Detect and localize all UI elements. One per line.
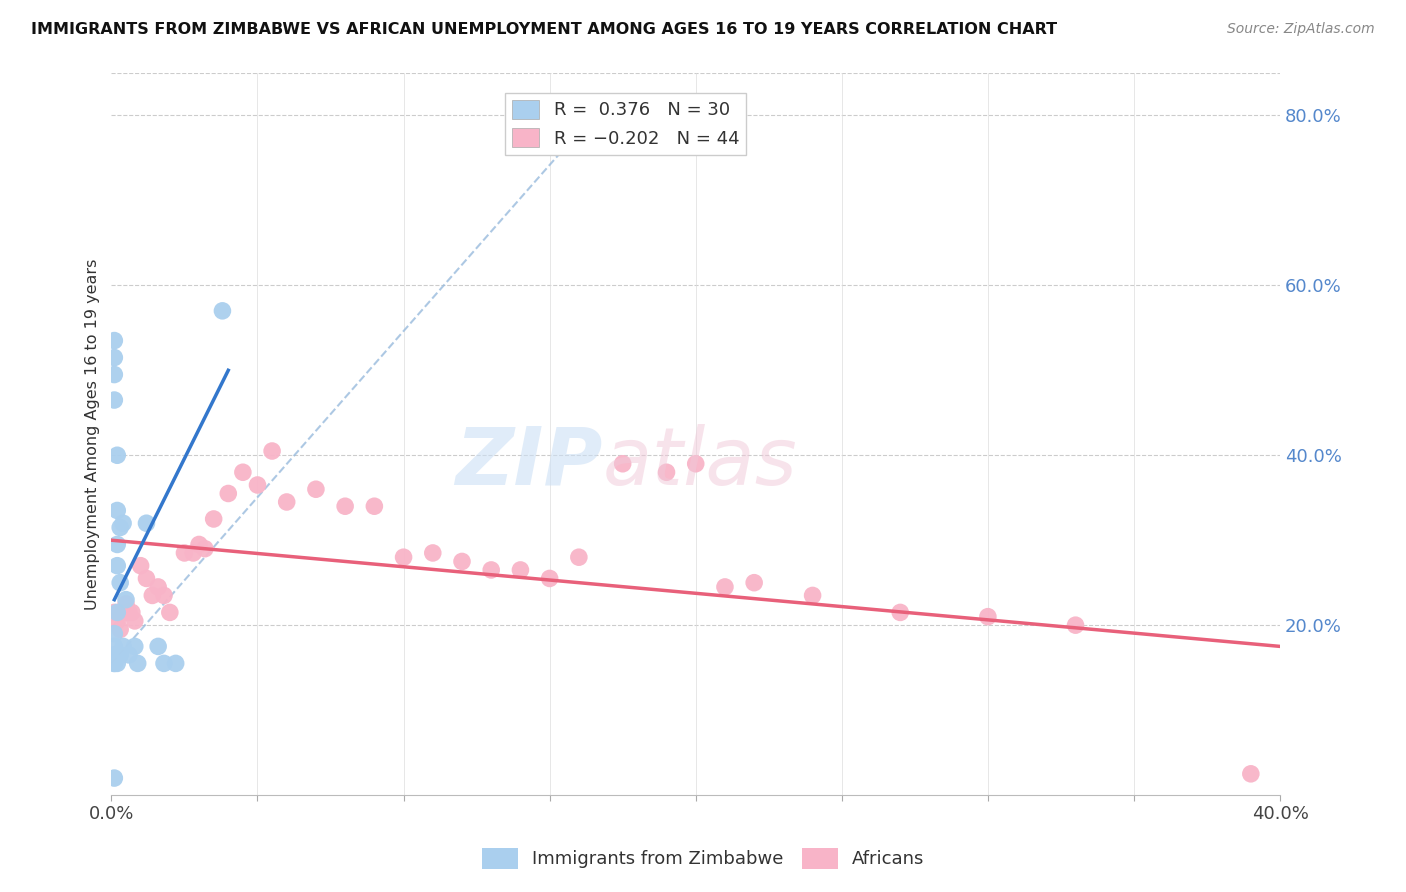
Point: [112, 516, 135, 531]
Y-axis label: Unemployment Among Ages 16 to 19 years: Unemployment Among Ages 16 to 19 years: [86, 259, 100, 610]
Point: [105, 537, 128, 551]
Point: [153, 657, 176, 671]
Point: [115, 592, 138, 607]
Point: [194, 541, 217, 556]
Point: [118, 606, 141, 620]
Point: [146, 580, 169, 594]
Point: [262, 444, 284, 458]
Point: [742, 575, 765, 590]
Point: [655, 465, 678, 479]
Point: [103, 640, 125, 654]
Point: [124, 640, 146, 654]
Point: [188, 537, 211, 551]
Point: [127, 657, 149, 671]
Point: [121, 606, 143, 620]
Point: [612, 457, 634, 471]
Text: ZIP: ZIP: [456, 424, 602, 502]
Point: [1240, 767, 1263, 781]
Point: [146, 640, 169, 654]
Point: [211, 303, 233, 318]
Point: [509, 563, 531, 577]
Point: [977, 609, 1000, 624]
Point: [124, 614, 146, 628]
Point: [217, 486, 239, 500]
Point: [153, 589, 176, 603]
Point: [685, 457, 707, 471]
Point: [889, 606, 911, 620]
Point: [103, 648, 125, 662]
Point: [165, 657, 187, 671]
Point: [108, 623, 131, 637]
Point: [105, 558, 128, 573]
Point: [1064, 618, 1087, 632]
Point: [105, 657, 128, 671]
Point: [246, 478, 269, 492]
Point: [103, 606, 125, 620]
Legend: Immigrants from Zimbabwe, Africans: Immigrants from Zimbabwe, Africans: [474, 840, 932, 876]
Point: [479, 563, 502, 577]
Point: [135, 516, 157, 531]
Point: [451, 554, 474, 568]
Point: [112, 640, 135, 654]
Point: [103, 368, 125, 382]
Point: [135, 571, 157, 585]
Point: [108, 648, 131, 662]
Point: [105, 503, 128, 517]
Text: Source: ZipAtlas.com: Source: ZipAtlas.com: [1227, 22, 1375, 37]
Point: [118, 648, 141, 662]
Point: [103, 392, 125, 407]
Point: [538, 571, 561, 585]
Point: [363, 500, 385, 514]
Text: atlas: atlas: [602, 424, 797, 502]
Point: [105, 614, 128, 628]
Legend: R =  0.376   N = 30, R = −0.202   N = 44: R = 0.376 N = 30, R = −0.202 N = 44: [505, 93, 747, 155]
Point: [276, 495, 298, 509]
Point: [105, 448, 128, 462]
Text: IMMIGRANTS FROM ZIMBABWE VS AFRICAN UNEMPLOYMENT AMONG AGES 16 TO 19 YEARS CORRE: IMMIGRANTS FROM ZIMBABWE VS AFRICAN UNEM…: [31, 22, 1057, 37]
Point: [103, 657, 125, 671]
Point: [129, 558, 152, 573]
Point: [159, 606, 181, 620]
Point: [714, 580, 737, 594]
Point: [108, 575, 131, 590]
Point: [103, 771, 125, 785]
Point: [181, 546, 204, 560]
Point: [103, 334, 125, 348]
Point: [568, 550, 591, 565]
Point: [103, 351, 125, 365]
Point: [801, 589, 824, 603]
Point: [202, 512, 225, 526]
Point: [103, 657, 125, 671]
Point: [392, 550, 415, 565]
Point: [115, 597, 138, 611]
Point: [422, 546, 444, 560]
Point: [103, 626, 125, 640]
Point: [333, 500, 356, 514]
Point: [108, 520, 131, 534]
Point: [305, 482, 328, 496]
Point: [105, 606, 128, 620]
Point: [141, 589, 163, 603]
Point: [173, 546, 195, 560]
Point: [232, 465, 254, 479]
Point: [112, 606, 135, 620]
